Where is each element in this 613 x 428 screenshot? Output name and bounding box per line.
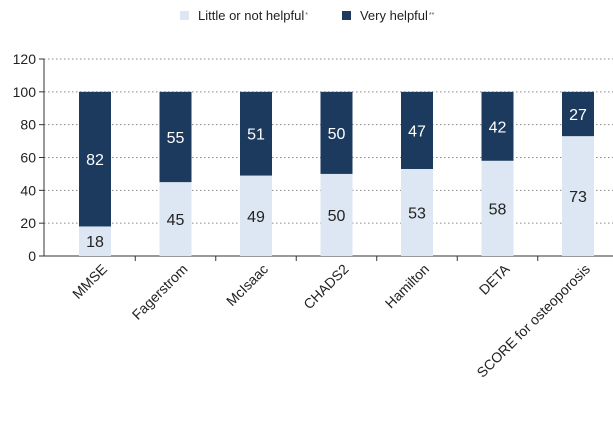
bar-very-helpful (159, 91, 192, 183)
bar-little-helpful (562, 136, 594, 256)
legend-swatch-little-helpful (180, 11, 189, 20)
data-label-very-helpful: 42 (489, 119, 507, 136)
bar-little-helpful (481, 160, 514, 256)
bar-very-helpful (401, 91, 433, 169)
legend-item-little-helpful: Little or not helpful * (180, 8, 308, 23)
data-label-little-helpful: 58 (489, 201, 507, 218)
x-tick-label: Fagerstrom (129, 261, 191, 323)
bar-little-helpful (401, 168, 433, 256)
bar-little-helpful (240, 175, 272, 256)
data-label-little-helpful: 49 (247, 209, 265, 226)
data-label-little-helpful: 53 (408, 205, 426, 222)
legend-item-very-helpful: Very helpful ** (341, 8, 435, 23)
data-label-little-helpful: 73 (569, 189, 587, 206)
data-label-very-helpful: 47 (408, 123, 426, 140)
data-label-very-helpful: 51 (247, 127, 265, 144)
data-label-little-helpful: 45 (167, 212, 185, 229)
x-tick-label: DETA (476, 260, 513, 297)
x-tick-label: Hamilton (382, 261, 432, 311)
bar-very-helpful (240, 91, 272, 176)
legend-swatch-very-helpful (341, 11, 351, 20)
y-tick-label: 60 (20, 150, 36, 166)
legend-marker-very-helpful: ** (428, 12, 435, 19)
legend-marker-little-helpful: * (305, 12, 308, 19)
y-tick-label: 120 (13, 51, 37, 67)
bar-little-helpful (79, 226, 111, 256)
bar-very-helpful (320, 91, 353, 174)
legend: Little or not helpful * Very helpful ** (180, 8, 468, 23)
legend-label-little-helpful: Little or not helpful (198, 8, 305, 23)
x-tick-label: CHADS2 (300, 261, 352, 313)
y-tick-label: 20 (20, 215, 36, 231)
y-tick-label: 0 (28, 248, 36, 264)
bar-very-helpful (79, 91, 111, 227)
x-tick-label: McIsaac (223, 261, 271, 309)
data-label-little-helpful: 50 (328, 208, 346, 225)
data-label-very-helpful: 82 (86, 152, 104, 169)
bar-little-helpful (159, 182, 192, 256)
data-label-very-helpful: 50 (328, 126, 346, 143)
x-tick-label: MMSE (69, 261, 110, 302)
y-tick-label: 100 (13, 84, 37, 100)
bar-very-helpful (481, 91, 514, 161)
bar-little-helpful (320, 173, 353, 256)
legend-label-very-helpful: Very helpful (359, 8, 428, 23)
data-label-little-helpful: 18 (86, 234, 104, 251)
bar-very-helpful (562, 91, 594, 137)
data-label-very-helpful: 27 (569, 107, 587, 124)
y-tick-label: 40 (20, 182, 36, 198)
data-label-very-helpful: 55 (167, 130, 185, 147)
y-tick-label: 80 (20, 117, 36, 133)
